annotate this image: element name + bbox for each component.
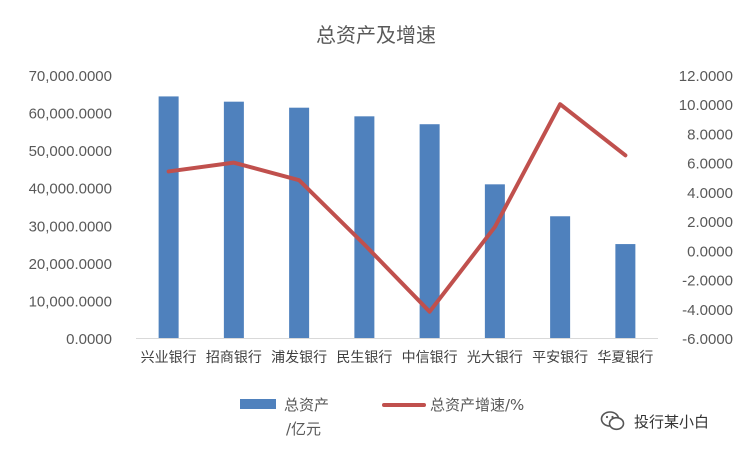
x-tick-label: 招商银行	[206, 350, 262, 366]
y-left-tick-label: 10,000.0000	[29, 293, 112, 310]
y-right-tick-label: 2.0000	[687, 214, 733, 231]
x-tick-label: 民生银行	[336, 350, 392, 366]
wechat-icon	[600, 411, 625, 431]
legend-bar-label-line2: /亿元	[286, 420, 321, 438]
y-right-tick-label: 10.0000	[679, 97, 733, 114]
y-left-tick-label: 70,000.0000	[29, 68, 112, 85]
legend-line-label: 总资产增速/%	[430, 396, 524, 414]
legend-bar-label-line1: 总资产	[284, 396, 329, 414]
growth-series-line	[166, 102, 628, 314]
y-left-tick-label: 0.0000	[66, 331, 112, 348]
x-tick-label: 浦发银行	[271, 350, 327, 366]
bar-6	[484, 184, 505, 338]
bar-4	[354, 116, 375, 338]
chart-title: 总资产及增速	[316, 23, 436, 47]
y-right-tick-label: 0.0000	[687, 243, 733, 260]
x-tick-label: 平安银行	[532, 350, 588, 366]
bar-7	[550, 216, 571, 338]
x-tick-label: 兴业银行	[141, 350, 197, 366]
y-right-tick-label: -4.0000	[682, 302, 733, 319]
y-left-tick-label: 40,000.0000	[29, 181, 112, 198]
x-tick-label: 光大银行	[467, 350, 523, 366]
y-left-tick-label: 30,000.0000	[29, 218, 112, 235]
y-left-tick-label: 20,000.0000	[29, 256, 112, 273]
x-tick-label: 中信银行	[402, 350, 458, 366]
watermark-text: 投行某小白	[634, 412, 710, 431]
x-tick-label: 华夏银行	[597, 350, 653, 366]
y-right-tick-label: 8.0000	[687, 126, 733, 143]
legend-bar-swatch	[240, 399, 276, 409]
bar-5	[419, 124, 440, 339]
y-right-tick-label: 6.0000	[687, 156, 733, 173]
bar-1	[158, 96, 179, 338]
y-left-tick-label: 50,000.0000	[29, 143, 112, 160]
y-left-tick-label: 60,000.0000	[29, 106, 112, 123]
y-right-tick-label: -6.0000	[682, 331, 733, 348]
y-right-tick-label: -2.0000	[682, 273, 733, 290]
watermark: 投行某小白	[600, 408, 709, 434]
bar-8	[615, 244, 636, 338]
y-right-tick-label: 12.0000	[679, 68, 733, 85]
bar-3	[289, 107, 310, 339]
y-right-tick-label: 4.0000	[687, 185, 733, 202]
bar-2	[223, 101, 244, 338]
